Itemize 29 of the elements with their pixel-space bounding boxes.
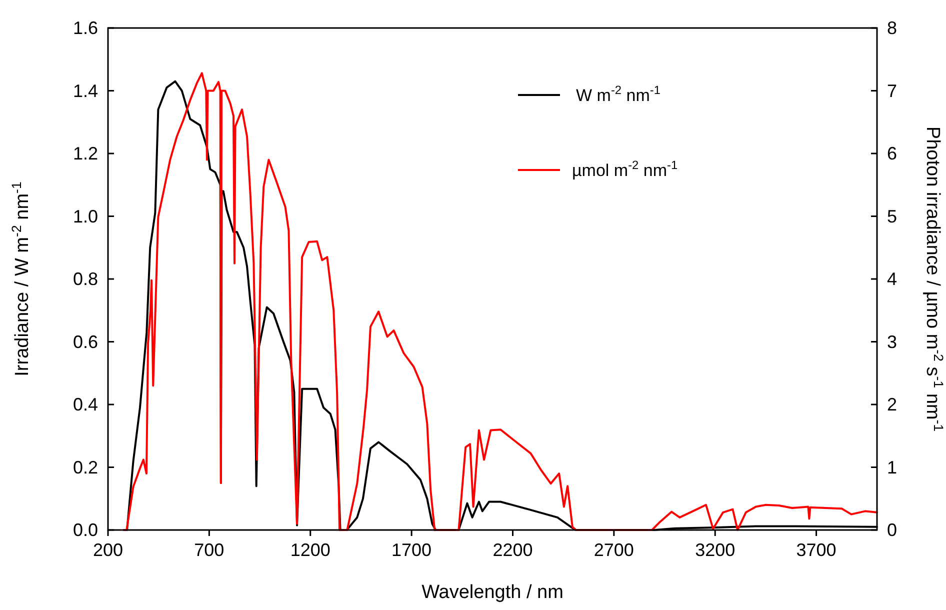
y2-tick-label: 5 — [887, 206, 898, 226]
y-tick-label: 0.2 — [72, 457, 98, 478]
y-tick-label: 0.8 — [72, 269, 98, 289]
y2-tick-label: 3 — [887, 332, 898, 352]
y2-tick-label: 7 — [887, 80, 898, 101]
y2-tick-label: 6 — [887, 144, 898, 164]
legend-label: W m$^{-2}$ nm$^{-1}$ — [576, 83, 661, 105]
x-tick-label: 1700 — [392, 540, 432, 560]
y2-tick-label: 0 — [887, 520, 898, 540]
y-tick-label: 1.6 — [72, 18, 98, 38]
x-tick-label: 700 — [194, 540, 224, 560]
x-tick-label: 1200 — [290, 540, 330, 560]
y2-tick-label: 2 — [887, 394, 898, 414]
y-tick-label: 1.0 — [72, 206, 98, 226]
legend-label: µmol m$^{-2}$ nm$^{-1}$ — [572, 158, 678, 180]
x-tick-label: 3200 — [695, 540, 736, 560]
x-axis-title: Wavelength / nm — [422, 582, 564, 603]
y-tick-label: 1.2 — [72, 144, 98, 164]
y-tick-label: 1.4 — [72, 80, 98, 101]
x-tick-label: 3700 — [796, 540, 836, 560]
y-tick-label: 0.6 — [72, 332, 98, 352]
x-tick-label: 2700 — [594, 540, 634, 560]
y-tick-label: 0.4 — [72, 394, 98, 414]
x-tick-label: 200 — [92, 540, 124, 560]
y2-tick-label: 4 — [887, 269, 898, 289]
y-tick-label: 0.0 — [72, 520, 98, 540]
y2-tick-label: 8 — [887, 18, 898, 38]
y2-tick-label: 1 — [887, 457, 898, 478]
x-tick-label: 2200 — [492, 540, 533, 560]
